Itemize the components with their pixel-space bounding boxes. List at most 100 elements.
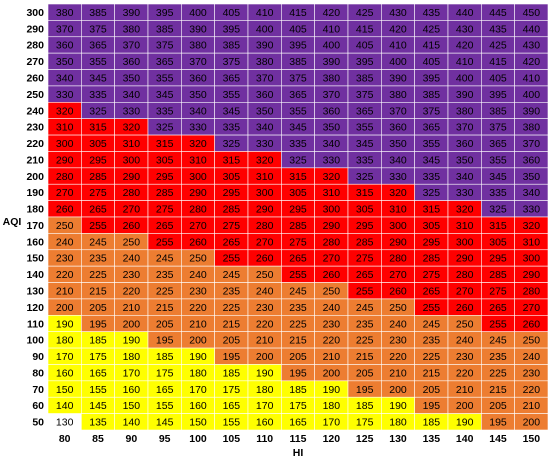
row-label: 60 <box>32 400 44 412</box>
cell-label: 225 <box>423 351 441 363</box>
cell-label: 195 <box>223 351 241 363</box>
cell-label: 440 <box>523 23 541 35</box>
row-label: 210 <box>26 154 44 166</box>
cell-label: 365 <box>489 138 507 150</box>
cell-label: 175 <box>223 384 241 396</box>
cell-label: 150 <box>123 400 141 412</box>
cell-label: 330 <box>256 138 274 150</box>
cell-label: 220 <box>323 335 341 347</box>
cell-label: 160 <box>56 367 74 379</box>
cell-label: 325 <box>356 171 374 183</box>
cell-label: 305 <box>356 204 374 216</box>
cell-label: 355 <box>223 89 241 101</box>
cell-label: 390 <box>256 40 274 52</box>
cell-label: 370 <box>456 122 474 134</box>
y-axis-label: AQI <box>3 216 22 228</box>
cell-label: 225 <box>289 318 307 330</box>
cell-label: 170 <box>256 400 274 412</box>
cell-label: 305 <box>489 236 507 248</box>
cell-label: 195 <box>89 318 107 330</box>
cell-label: 210 <box>456 384 474 396</box>
cell-label: 235 <box>223 286 241 298</box>
cell-label: 210 <box>323 351 341 363</box>
cell-label: 240 <box>256 286 274 298</box>
cell-label: 265 <box>356 269 374 281</box>
cell-label: 235 <box>289 302 307 314</box>
cell-label: 235 <box>489 351 507 363</box>
cell-label: 305 <box>289 187 307 199</box>
cell-label: 145 <box>156 417 174 429</box>
cell-label: 205 <box>423 384 441 396</box>
cell-label: 340 <box>456 171 474 183</box>
cell-label: 265 <box>156 220 174 232</box>
cell-label: 155 <box>156 400 174 412</box>
cell-label: 305 <box>223 171 241 183</box>
cell-label: 275 <box>89 187 107 199</box>
row-label: 170 <box>26 220 44 232</box>
cell-label: 385 <box>356 73 374 85</box>
cell-label: 335 <box>356 154 374 166</box>
cell-label: 380 <box>56 7 74 19</box>
cell-label: 440 <box>456 7 474 19</box>
cell-label: 400 <box>523 89 541 101</box>
cell-label: 305 <box>89 138 107 150</box>
row-label: 230 <box>26 122 44 134</box>
cell-label: 280 <box>56 171 74 183</box>
cell-label: 335 <box>289 138 307 150</box>
row-label: 260 <box>26 73 44 85</box>
cell-label: 225 <box>489 367 507 379</box>
cell-label: 265 <box>223 236 241 248</box>
cell-label: 205 <box>223 335 241 347</box>
cell-label: 275 <box>423 269 441 281</box>
cell-label: 260 <box>323 269 341 281</box>
cell <box>514 413 549 431</box>
cell-label: 205 <box>89 302 107 314</box>
cell-label: 290 <box>323 220 341 232</box>
cell-label: 410 <box>323 23 341 35</box>
cell-label: 380 <box>123 23 141 35</box>
cell-label: 405 <box>356 40 374 52</box>
cell-label: 310 <box>323 187 341 199</box>
cell-label: 290 <box>256 204 274 216</box>
cell-label: 400 <box>389 56 407 68</box>
cell-label: 210 <box>56 286 74 298</box>
cell-label: 245 <box>223 269 241 281</box>
cell-label: 160 <box>123 384 141 396</box>
cell-label: 325 <box>156 122 174 134</box>
cell-label: 230 <box>56 253 74 265</box>
cell-label: 140 <box>123 417 141 429</box>
cell-label: 285 <box>289 220 307 232</box>
cell-label: 300 <box>456 236 474 248</box>
cell-label: 265 <box>89 204 107 216</box>
cell-label: 295 <box>489 253 507 265</box>
row-label: 100 <box>26 335 44 347</box>
cell-label: 180 <box>323 400 341 412</box>
cell-label: 340 <box>389 154 407 166</box>
cell-label: 230 <box>389 335 407 347</box>
cell-label: 370 <box>523 138 541 150</box>
cell-label: 265 <box>423 286 441 298</box>
cell-label: 265 <box>289 253 307 265</box>
cell-label: 295 <box>89 154 107 166</box>
cell-label: 365 <box>223 73 241 85</box>
cell-label: 280 <box>456 269 474 281</box>
cell-label: 190 <box>56 318 74 330</box>
cell-label: 385 <box>89 7 107 19</box>
cell-label: 200 <box>389 384 407 396</box>
cell-label: 325 <box>423 187 441 199</box>
cell-label: 280 <box>123 187 141 199</box>
cell-label: 245 <box>156 253 174 265</box>
cell-label: 200 <box>56 302 74 314</box>
cell-label: 255 <box>356 286 374 298</box>
cell-label: 425 <box>356 7 374 19</box>
cell-label: 350 <box>123 73 141 85</box>
cell-label: 260 <box>456 302 474 314</box>
cell-label: 315 <box>289 171 307 183</box>
cell-label: 275 <box>223 220 241 232</box>
column-label: 150 <box>523 433 541 445</box>
cell-label: 255 <box>423 302 441 314</box>
cell-label: 370 <box>256 73 274 85</box>
cell-label: 215 <box>489 384 507 396</box>
cell-label: 355 <box>289 105 307 117</box>
cell-label: 300 <box>123 154 141 166</box>
